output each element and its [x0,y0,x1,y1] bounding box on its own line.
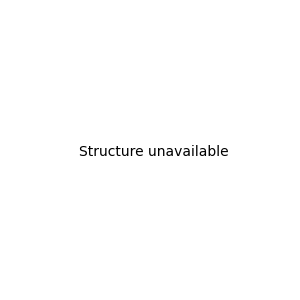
Text: Structure unavailable: Structure unavailable [79,145,229,158]
